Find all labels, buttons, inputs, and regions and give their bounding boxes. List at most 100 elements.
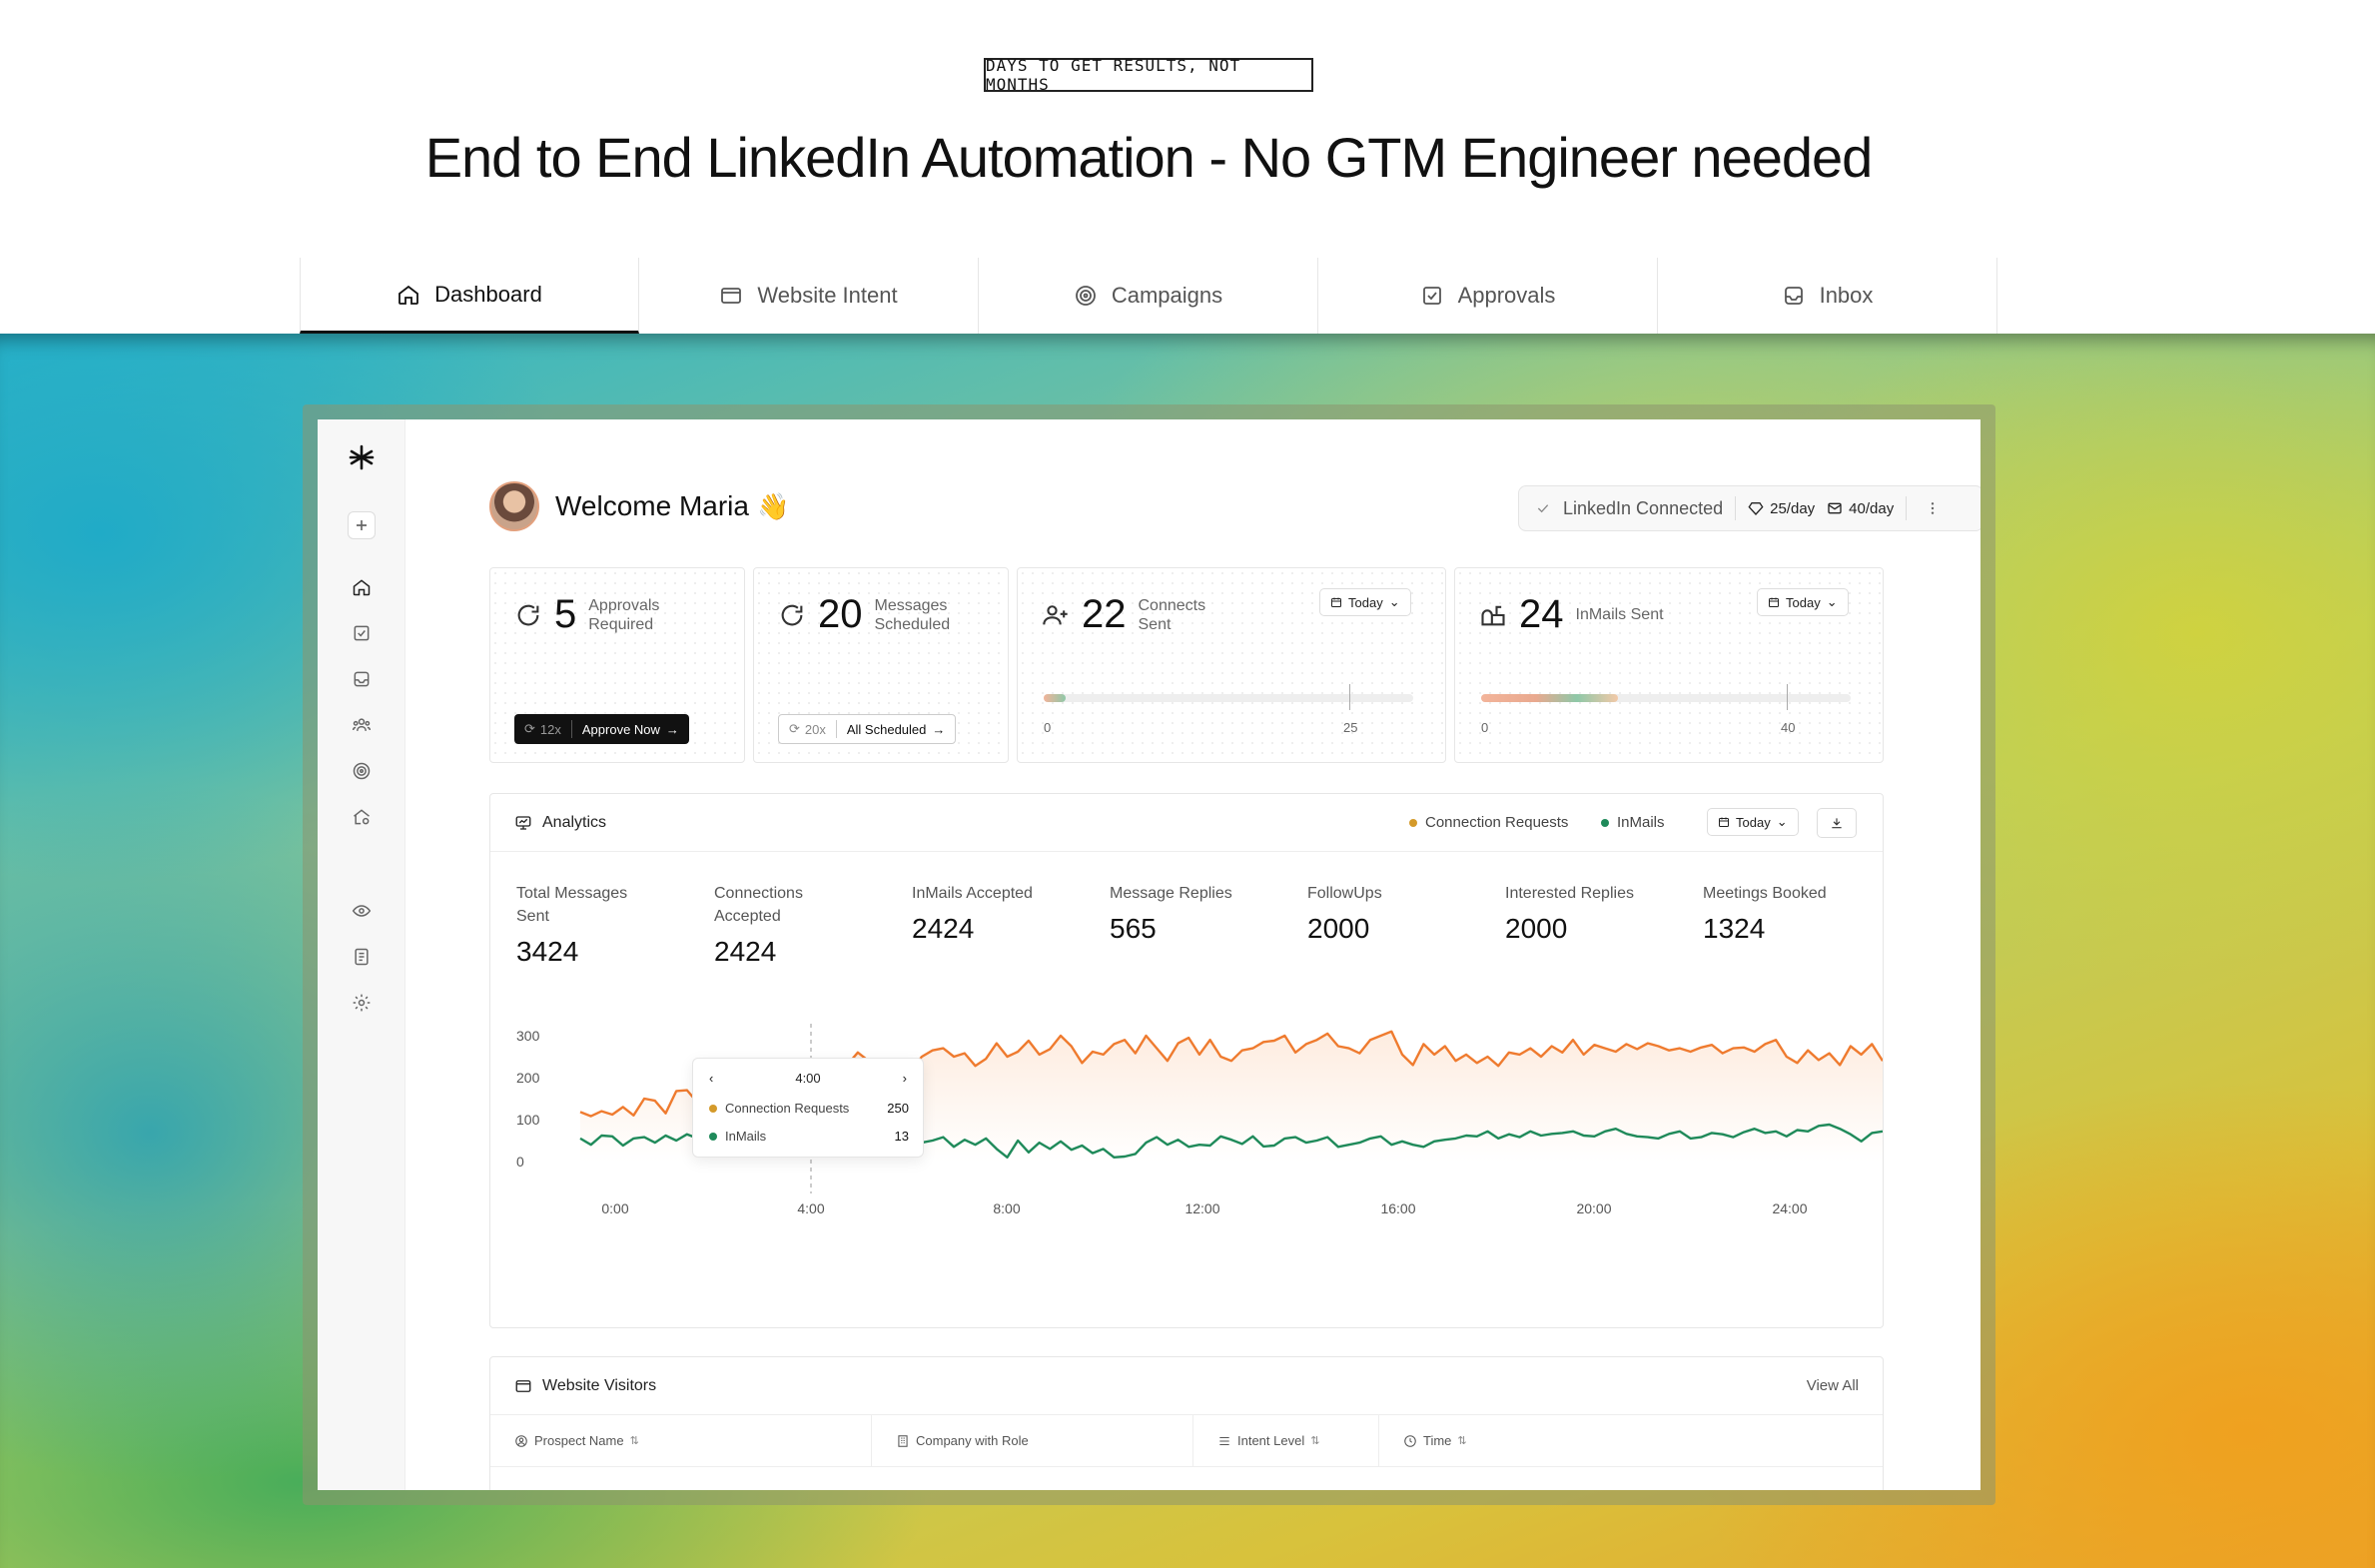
tab-approvals[interactable]: Approvals — [1318, 258, 1658, 334]
tab-inbox[interactable]: Inbox — [1658, 258, 1997, 334]
inmails-period-select[interactable]: Today ⌄ — [1757, 588, 1849, 616]
users-icon[interactable] — [344, 707, 380, 743]
metric-followups: FollowUps 2000 — [1307, 882, 1487, 945]
column-time[interactable]: Time ⇅ — [1379, 1415, 1883, 1467]
legend-connection-requests[interactable]: Connection Requests — [1409, 814, 1568, 831]
connects-max: 25 — [1343, 720, 1358, 735]
inmails-max: 40 — [1781, 720, 1796, 735]
approvals-count-value: 12x — [539, 721, 561, 737]
column-prospect-name[interactable]: Prospect Name ⇅ — [490, 1415, 872, 1467]
divider — [570, 720, 572, 738]
connects-period-select[interactable]: Today ⌄ — [1319, 588, 1411, 616]
metric-label: FollowUps — [1307, 885, 1382, 902]
tab-label: Campaigns — [1111, 283, 1223, 308]
avatar[interactable] — [489, 481, 539, 531]
metric-value: 2000 — [1505, 913, 1568, 944]
x-tick-label: 0:00 — [601, 1200, 628, 1216]
chevron-down-icon: ⌄ — [1826, 594, 1838, 609]
download-button[interactable] — [1817, 808, 1857, 838]
linkedin-status[interactable]: LinkedIn Connected 25/day 40/day — [1518, 485, 1980, 531]
tab-dashboard[interactable]: Dashboard — [300, 258, 639, 334]
more-vertical-icon[interactable] — [1925, 500, 1941, 516]
connects-progress-fill — [1044, 694, 1067, 702]
download-icon — [1832, 818, 1842, 829]
analytics-period-select[interactable]: Today ⌄ — [1707, 808, 1799, 836]
inmails-value: 24 — [1519, 592, 1564, 636]
progress-tick — [1349, 684, 1350, 710]
tooltip-value: 13 — [894, 1129, 909, 1144]
mailbox-icon — [1481, 605, 1505, 625]
legend-dot — [1409, 818, 1417, 827]
target-icon — [1075, 286, 1096, 306]
approve-now-button[interactable]: ⟳ 12x Approve Now → — [514, 714, 689, 744]
monitor-chart-icon — [515, 816, 531, 830]
legend-dot — [1601, 818, 1609, 827]
arrow-right-icon: → — [665, 721, 679, 737]
connects-progress — [1044, 684, 1413, 710]
plus-icon[interactable] — [348, 511, 376, 539]
clock-icon — [1404, 1434, 1416, 1447]
connects-card: 22 Connects Sent Today ⌄ 0 25 — [1017, 567, 1446, 763]
metric-value: 2000 — [1307, 913, 1370, 944]
x-tick-label: 4:00 — [797, 1200, 824, 1216]
x-tick-label: 12:00 — [1185, 1200, 1219, 1216]
tooltip-label: Connection Requests — [725, 1101, 850, 1116]
user-plus-icon — [1043, 604, 1068, 624]
card-header: 20 Messages Scheduled — [778, 592, 965, 637]
target-icon[interactable] — [344, 753, 380, 789]
approvals-value: 5 — [554, 592, 577, 636]
column-company-role[interactable]: Company with Role — [872, 1415, 1193, 1467]
visitors-title: Website Visitors — [514, 1377, 656, 1395]
eye-icon[interactable] — [344, 893, 380, 929]
check-square-icon[interactable] — [344, 615, 380, 651]
home-settings-icon[interactable] — [344, 799, 380, 835]
chevron-left-icon[interactable]: ‹ — [709, 1071, 714, 1086]
tooltip-time: 4:00 — [795, 1071, 821, 1086]
hero-title: End to End LinkedIn Automation - No GTM … — [424, 126, 1874, 189]
metric-value: 2424 — [714, 936, 777, 967]
app-window: Welcome Maria 👋 LinkedIn Connected 25/da… — [318, 419, 1980, 1490]
sort-icon[interactable]: ⇅ — [629, 1435, 639, 1447]
legend-dot — [709, 1104, 717, 1113]
wave-emoji: 👋 — [756, 490, 790, 521]
all-scheduled-button[interactable]: ⟳ 20x All Scheduled → — [778, 714, 957, 744]
visitors-header: Website Visitors View All — [490, 1357, 1883, 1415]
inmails-progress-fill — [1481, 694, 1618, 702]
x-tick-label: 24:00 — [1772, 1200, 1807, 1216]
connects-min: 0 — [1044, 720, 1052, 735]
all-scheduled-text: All Scheduled — [846, 721, 927, 737]
sort-icon[interactable]: ⇅ — [1310, 1435, 1320, 1447]
tab-campaigns[interactable]: Campaigns — [979, 258, 1318, 334]
document-icon[interactable] — [344, 939, 380, 975]
card-header: 24 InMails Sent — [1479, 592, 1666, 637]
all-scheduled-label: All Scheduled → — [837, 722, 956, 737]
metric-inmails-accepted: InMails Accepted 2424 — [912, 882, 1092, 945]
column-label: Company with Role — [916, 1433, 1029, 1448]
visitors-title-text: Website Visitors — [542, 1377, 657, 1394]
gear-icon[interactable] — [344, 985, 380, 1021]
chat-refresh-icon — [781, 604, 803, 625]
analytics-header: Analytics Connection Requests InMails To… — [490, 794, 1883, 852]
chevron-right-icon[interactable]: › — [902, 1071, 907, 1086]
inmails-min: 0 — [1481, 720, 1489, 735]
view-all-link[interactable]: View All — [1806, 1377, 1859, 1394]
sort-icon[interactable]: ⇅ — [1457, 1435, 1467, 1447]
metric-label: Interested Replies — [1505, 885, 1634, 902]
column-intent-level[interactable]: Intent Level ⇅ — [1193, 1415, 1379, 1467]
tab-label: Website Intent — [757, 283, 898, 308]
x-tick-label: 8:00 — [993, 1200, 1020, 1216]
logo-icon[interactable] — [344, 439, 380, 475]
analytics-panel: Analytics Connection Requests InMails To… — [489, 793, 1884, 1328]
home-icon[interactable] — [344, 569, 380, 605]
inmails-card: 24 InMails Sent Today ⌄ 0 40 — [1454, 567, 1884, 763]
tooltip-label: InMails — [725, 1129, 767, 1144]
inbox-icon[interactable] — [344, 661, 380, 697]
calendar-icon — [1331, 597, 1341, 607]
legend-inmails[interactable]: InMails — [1601, 814, 1665, 831]
metric-interested-replies: Interested Replies 2000 — [1505, 882, 1685, 945]
welcome: Welcome Maria 👋 — [489, 481, 789, 531]
tab-website-intent[interactable]: Website Intent — [639, 258, 979, 334]
check-square-icon — [1422, 287, 1441, 305]
period-label: Today — [1786, 594, 1821, 610]
tooltip-row-connection: Connection Requests 250 — [709, 1101, 909, 1116]
